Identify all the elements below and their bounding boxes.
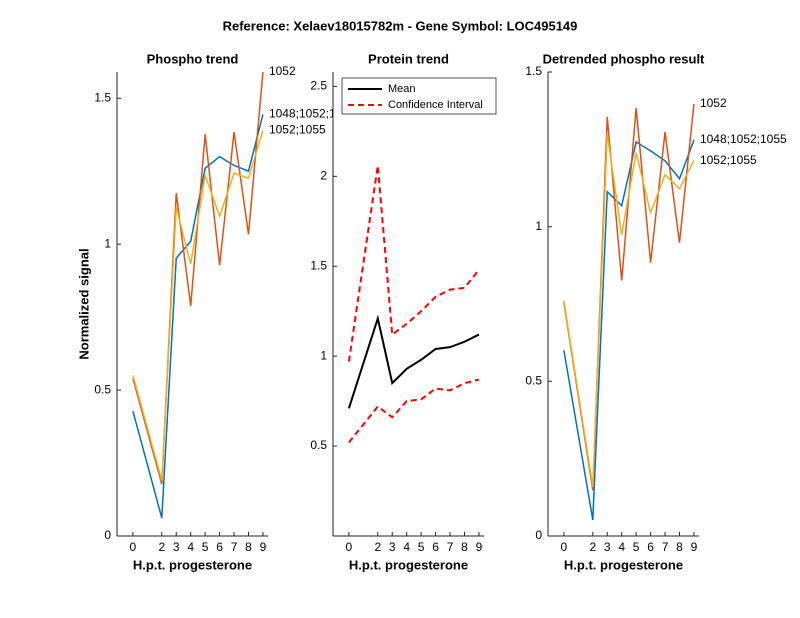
y-tick-label: 1.5 bbox=[310, 258, 327, 272]
x-tick-label: 2 bbox=[589, 540, 596, 554]
x-tick-label: 8 bbox=[461, 540, 468, 554]
x-tick-label: 3 bbox=[389, 540, 396, 554]
series-label: 1052;1055 bbox=[269, 123, 326, 137]
y-tick-label: 1.5 bbox=[94, 90, 111, 104]
series-label: 1048;1052;1055 bbox=[700, 132, 787, 146]
y-tick-label: 2.5 bbox=[310, 79, 327, 93]
y-tick-label: 1 bbox=[535, 219, 542, 233]
y-tick-label: 0 bbox=[104, 528, 111, 542]
figure-title: Reference: Xelaev18015782m - Gene Symbol… bbox=[223, 18, 578, 33]
y-tick-label: 0.5 bbox=[310, 438, 327, 452]
x-tick-label: 4 bbox=[403, 540, 410, 554]
x-axis-label: H.p.t. progesterone bbox=[133, 557, 252, 572]
x-tick-label: 6 bbox=[647, 540, 654, 554]
x-tick-label: 6 bbox=[216, 540, 223, 554]
y-tick-label: 0 bbox=[535, 528, 542, 542]
axes-title: Phospho trend bbox=[147, 51, 239, 66]
y-tick-label: 2 bbox=[320, 168, 327, 182]
x-tick-label: 3 bbox=[173, 540, 180, 554]
series-line bbox=[132, 114, 264, 519]
y-tick-label: 1 bbox=[320, 348, 327, 362]
y-tick-label: 1.5 bbox=[525, 64, 542, 78]
series-label: 1052;1055 bbox=[700, 153, 757, 167]
y-tick-label: 0.5 bbox=[525, 374, 542, 388]
series-line bbox=[347, 165, 480, 362]
x-tick-label: 6 bbox=[432, 540, 439, 554]
x-tick-label: 7 bbox=[447, 540, 454, 554]
series-line bbox=[563, 139, 695, 521]
axes-title: Detrended phospho result bbox=[543, 51, 705, 66]
x-tick-label: 5 bbox=[633, 540, 640, 554]
series-line bbox=[348, 378, 480, 444]
x-tick-label: 2 bbox=[158, 540, 165, 554]
y-axis-label: Normalized signal bbox=[76, 248, 91, 359]
x-tick-label: 9 bbox=[691, 540, 698, 554]
x-axis-label: H.p.t. progesterone bbox=[349, 557, 468, 572]
x-tick-label: 2 bbox=[374, 540, 381, 554]
x-tick-label: 8 bbox=[245, 540, 252, 554]
legend-label: Mean bbox=[388, 83, 416, 95]
x-tick-label: 5 bbox=[202, 540, 209, 554]
legend-label: Confidence Interval bbox=[388, 99, 483, 111]
x-tick-label: 4 bbox=[187, 540, 194, 554]
series-label: 1048;1052;1055 bbox=[269, 106, 356, 120]
x-tick-label: 9 bbox=[260, 540, 267, 554]
x-tick-label: 3 bbox=[604, 540, 611, 554]
y-tick-label: 0.5 bbox=[94, 382, 111, 396]
legend-box bbox=[341, 77, 497, 115]
x-tick-label: 0 bbox=[561, 540, 568, 554]
x-tick-label: 7 bbox=[662, 540, 669, 554]
x-tick-label: 8 bbox=[676, 540, 683, 554]
y-tick-label: 1 bbox=[104, 236, 111, 250]
series-line bbox=[347, 314, 480, 409]
x-tick-label: 9 bbox=[476, 540, 483, 554]
x-tick-label: 4 bbox=[618, 540, 625, 554]
series-line bbox=[132, 130, 264, 481]
series-line bbox=[563, 133, 695, 488]
series-label: 1052 bbox=[700, 96, 727, 110]
x-tick-label: 5 bbox=[418, 540, 425, 554]
x-tick-label: 7 bbox=[231, 540, 238, 554]
axes-title: Protein trend bbox=[368, 51, 449, 66]
x-tick-label: 0 bbox=[346, 540, 353, 554]
x-axis-label: H.p.t. progesterone bbox=[564, 557, 683, 572]
series-label: 1052 bbox=[269, 64, 296, 78]
x-tick-label: 0 bbox=[130, 540, 137, 554]
